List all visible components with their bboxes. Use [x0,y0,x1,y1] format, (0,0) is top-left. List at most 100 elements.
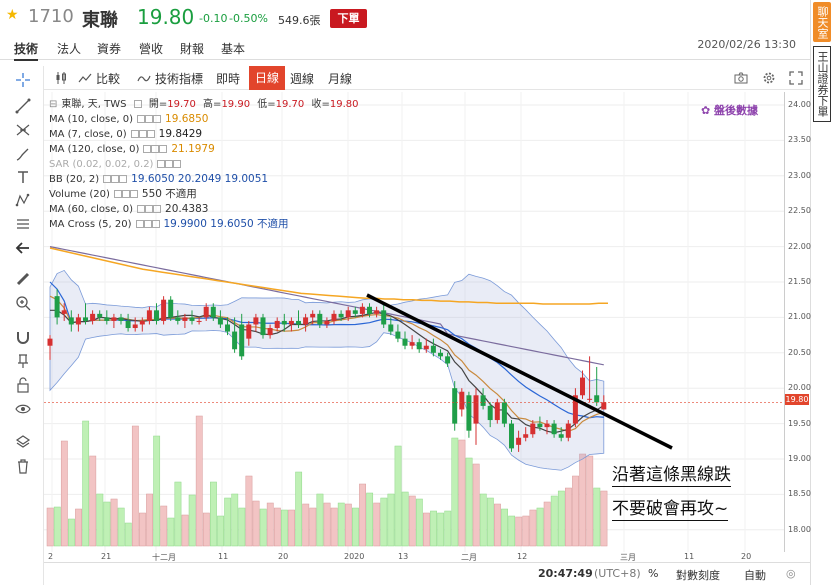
volume-bar [316,493,324,547]
annotation-line-1: 沿著這條黑線跌 [612,460,731,487]
star-icon[interactable]: ★ [6,7,19,23]
camera-icon[interactable] [734,71,748,85]
collapse-icon[interactable]: ⊟ [49,99,58,110]
tab-revenue[interactable]: 營收 [139,42,164,56]
indicator-control-icon[interactable] [111,175,120,183]
indicator-control-icon[interactable] [135,220,144,228]
tab-technical[interactable]: 技術 [14,40,39,61]
indicator-control-icon[interactable] [138,130,147,138]
indicator-control-icon[interactable] [151,220,160,228]
indicator-control-icon[interactable] [130,130,139,138]
candle-body [54,296,60,318]
indicator-control-icon[interactable] [121,190,130,198]
volume-bar [359,483,366,547]
chatroom-button[interactable]: 聊天室 [813,2,831,42]
lock-icon[interactable] [15,377,31,393]
indicator-control-icon[interactable] [153,115,162,123]
trade-volume: 549.6張 [278,14,321,27]
tab-basic[interactable]: 基本 [221,42,246,56]
indicator-control-icon[interactable] [145,205,154,213]
ruler-icon[interactable] [15,271,31,287]
stock-price: 19.80 [137,5,195,29]
broker-order-button[interactable]: 王山證券下單 [813,46,831,122]
indicator-control-icon[interactable] [143,220,152,228]
percent-button[interactable]: % [648,567,659,580]
legend-indicator-row[interactable]: BB (20, 2) 19.6050 20.2049 19.0051 [49,172,363,187]
pattern-tool-icon[interactable] [15,192,31,208]
indicator-control-icon[interactable] [151,145,160,153]
trash-icon[interactable] [15,458,31,474]
indicator-control-icon[interactable] [153,205,162,213]
indicator-control-icon[interactable] [137,115,146,123]
lock-drawing-icon[interactable] [15,353,31,369]
compare-button[interactable]: 比較 [96,72,121,86]
legend-indicator-row[interactable]: MA Cross (5, 20) 19.9900 19.6050 不適用 [49,217,363,232]
zoom-in-icon[interactable] [15,295,31,311]
volume-bar [295,471,303,547]
drawing-toolbar [0,66,44,585]
volume-bar [387,493,395,547]
indicator-control-icon[interactable] [145,115,154,123]
order-button[interactable]: 下單 [330,9,367,28]
indicator-control-icon[interactable] [173,160,182,168]
tab-margin[interactable]: 資券 [97,42,122,56]
daily-button[interactable]: 日線 [249,66,286,90]
price-chart[interactable]: ⊟ 東聯, 天, TWS 開=19.70 高=19.90 低=19.70 收=19… [44,92,784,552]
indicator-control-icon[interactable] [113,190,122,198]
tab-institutional[interactable]: 法人 [57,42,82,56]
legend-indicator-row[interactable]: MA (10, close, 0) 19.6850 [49,112,363,127]
indicator-icon[interactable] [137,71,151,85]
chart-canvas[interactable] [44,92,784,552]
candle-style-icon[interactable] [54,71,68,85]
layers-icon[interactable] [15,434,31,450]
indicator-value: 550 不適用 [141,188,197,200]
indicator-control-icon[interactable] [129,190,138,198]
fullscreen-icon[interactable] [789,71,803,85]
candle-body [601,402,607,410]
indicator-control-icon[interactable] [157,160,166,168]
volume-bar [344,503,352,547]
legend-indicator-row[interactable]: MA (60, close, 0) 20.4383 [49,202,363,217]
indicators-button[interactable]: 技術指標 [155,72,204,86]
price-axis[interactable]: 24.00 23.50 23.00 22.50 22.00 21.50 21.00 20.50… [784,92,811,552]
crosshair-icon[interactable] [15,72,31,88]
back-arrow-icon[interactable] [15,240,31,256]
candle-body [161,299,167,321]
time-axis[interactable]: 2 21 十二月 11 20 2020 13 二月 12 三月 11 20 [44,552,784,562]
fib-tool-icon[interactable] [15,122,31,138]
candle-body [338,313,344,318]
indicator-control-icon[interactable] [165,160,174,168]
magnet-icon[interactable] [15,329,31,345]
intraday-button[interactable]: 即時 [216,72,241,86]
measure-tool-icon[interactable] [15,216,31,232]
monthly-button[interactable]: 月線 [328,72,353,86]
legend-indicator-row[interactable]: MA (7, close, 0) 19.8429 [49,127,363,142]
trend-line-icon[interactable] [15,98,31,114]
indicator-control-icon[interactable] [146,130,155,138]
indicator-control-icon[interactable] [103,175,112,183]
eye-icon[interactable] [15,401,31,417]
legend-indicator-row[interactable]: SAR (0.02, 0.02, 0.2) [49,157,363,172]
compare-icon[interactable] [78,71,92,85]
indicator-control-icon[interactable] [143,145,152,153]
tab-financials[interactable]: 財報 [180,42,205,56]
indicator-control-icon[interactable] [137,205,146,213]
legend-indicator-row[interactable]: Volume (20) 550 不適用 [49,187,363,202]
volume-bar [89,455,97,547]
legend-visibility-icon[interactable] [133,100,142,108]
after-hours-data[interactable]: ✿ 盤後數據 [701,102,758,118]
indicator-control-icon[interactable] [119,175,128,183]
chart-settings-icon[interactable]: ◎ [786,567,796,580]
settings-icon[interactable] [762,71,776,85]
text-tool-icon[interactable] [15,169,31,185]
log-scale-button[interactable]: 對數刻度 [676,569,720,582]
candle-body [246,324,252,339]
indicator-control-icon[interactable] [159,145,168,153]
weekly-button[interactable]: 週線 [290,72,315,86]
volume-bar [501,508,508,547]
brush-icon[interactable] [15,146,31,162]
volume-bar [53,506,61,547]
legend-indicator-row[interactable]: MA (120, close, 0) 21.1979 [49,142,363,157]
auto-scale-button[interactable]: 自動 [744,569,766,582]
volume-bar [522,515,530,547]
